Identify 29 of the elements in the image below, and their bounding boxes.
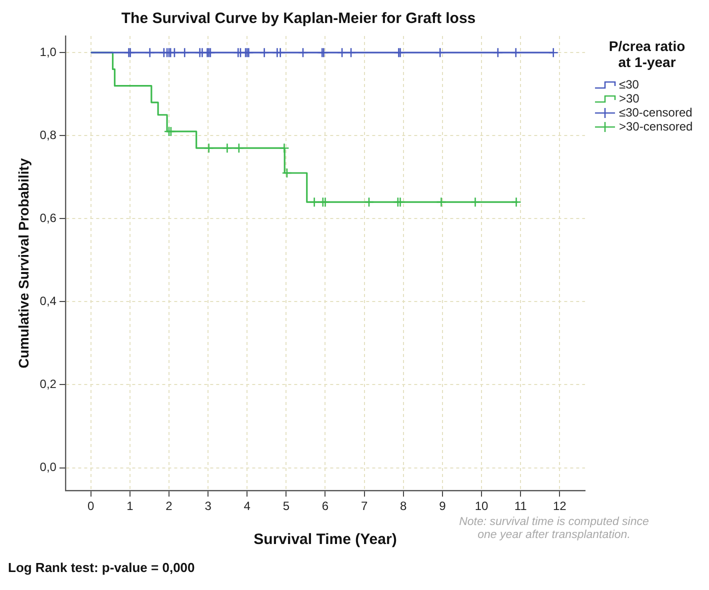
x-tick-label: 7 [360,499,368,514]
x-tick-label: 12 [552,499,567,514]
chart-title: The Survival Curve by Kaplan-Meier for Graft loss [121,10,476,28]
y-tick-label: 0,2 [40,377,57,392]
y-tick-label: 1,0 [40,44,57,59]
x-tick-label: 4 [244,499,251,514]
text: Log Rank test: p-value = 0,000 [8,560,195,575]
x-tick-label: 3 [204,499,212,514]
y-tick-label: 0,6 [40,210,57,225]
x-axis-title: Survival Time (Year) [254,531,397,548]
x-tick-label: 5 [282,499,290,514]
legend-label: ≤30-censored [619,105,692,120]
legend-label: >30 [619,91,640,106]
text: Note: survival time is computed since one year after transplantation. [458,516,650,542]
x-tick-label: 11 [514,499,528,514]
y-axis-title: Cumulative Survival Probability [15,158,32,368]
legend-label: >30-censored [619,119,693,134]
y-tick-label: 0,0 [40,460,57,474]
x-tick-label: 0 [88,499,95,514]
x-tick-label: 2 [166,499,173,514]
x-tick-label: 8 [400,499,408,514]
legend-label: ≤30 [619,77,640,92]
y-tick-label: 0,8 [40,128,57,142]
legend-title: P/crea ratio at 1-year [608,38,686,70]
x-tick-label: 10 [474,499,488,514]
y-tick-label: 0,4 [40,294,57,308]
x-tick-label: 9 [439,499,446,514]
x-tick-label: 1 [126,499,134,514]
x-tick-label: 6 [322,499,329,514]
